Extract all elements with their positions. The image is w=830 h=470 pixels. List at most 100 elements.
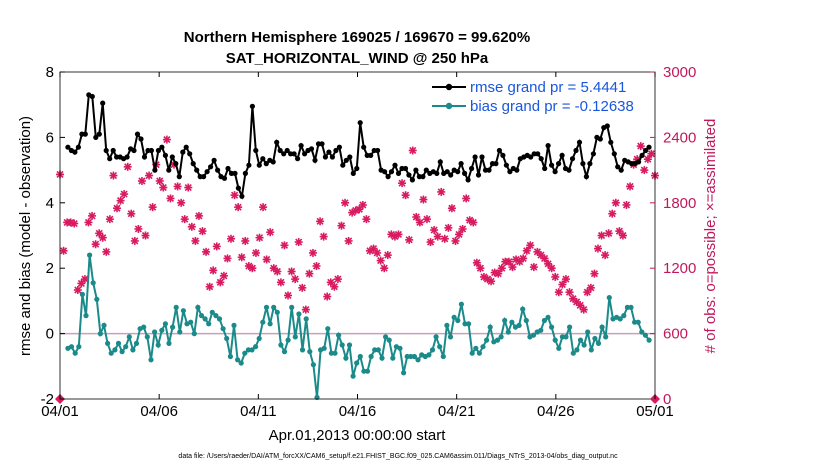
rmse-point	[82, 131, 88, 137]
obs-count-point	[209, 266, 218, 275]
bias-point	[231, 322, 237, 328]
axes: -2 0 2 4 6 8 0 600 1200 1800 2400 3000 04/01 04/06 04/…	[41, 64, 697, 420]
bias-point	[502, 317, 508, 324]
obs-count-point	[643, 155, 652, 164]
bias-point	[635, 319, 641, 325]
rmse-point	[388, 169, 395, 175]
rmse-point	[402, 165, 409, 172]
y-tick-label: 0	[46, 326, 54, 343]
bias-point	[159, 327, 165, 333]
bias-point	[476, 350, 482, 356]
rmse-point	[545, 143, 551, 149]
bias-point	[411, 353, 417, 360]
bias-point	[570, 350, 576, 356]
bias-point	[195, 304, 201, 310]
bias-point	[310, 362, 316, 368]
bias-point	[76, 344, 82, 350]
bias-point	[133, 340, 140, 346]
rmse-point	[566, 167, 572, 173]
obs-count-point	[615, 227, 624, 236]
rmse-point	[507, 169, 513, 175]
x-tick-label: 04/01	[41, 403, 79, 420]
rmse-point	[173, 161, 179, 167]
rmse-point	[65, 144, 71, 150]
bias-point	[202, 316, 208, 322]
y-right-tick-label: 0	[663, 391, 671, 408]
obs-count-point	[137, 177, 146, 185]
bias-point	[105, 340, 111, 346]
obs-count-point	[191, 236, 200, 245]
bias-point	[390, 355, 396, 361]
bias-point	[206, 321, 212, 327]
bias-point	[466, 321, 472, 327]
bias-point	[253, 344, 259, 350]
bias-point	[213, 313, 219, 319]
bias-point	[473, 345, 479, 351]
bias-point	[469, 350, 475, 356]
rmse-point	[281, 151, 287, 157]
bias-point	[375, 347, 381, 353]
chart-subtitle: SAT_HORIZONTAL_WIND @ 250 hPa	[226, 50, 489, 67]
bias-point	[321, 345, 327, 351]
obs-count-point	[141, 231, 150, 240]
y-right-tick-label: 2400	[663, 129, 696, 146]
obs-count-point	[80, 275, 89, 284]
obs-count-point	[73, 286, 82, 294]
x-tick-label: 04/16	[339, 403, 377, 420]
bias-point	[530, 332, 537, 338]
rmse-point	[155, 147, 161, 154]
bias-point	[484, 337, 490, 343]
obs-count-point	[476, 264, 485, 273]
rmse-point	[277, 147, 283, 154]
obs-count-point	[601, 251, 610, 260]
obs-count-point	[159, 183, 168, 192]
bias-point	[263, 304, 270, 310]
bias-point	[621, 313, 627, 319]
bias-point	[563, 334, 569, 340]
bias-point	[494, 337, 501, 343]
bias-point	[408, 353, 414, 360]
legend-marker	[445, 83, 453, 91]
bias-point	[357, 353, 363, 360]
rmse-point	[110, 147, 116, 154]
rmse-point	[580, 161, 586, 167]
rmse-point	[246, 162, 252, 168]
rmse-point	[72, 149, 78, 155]
bias-point	[509, 319, 515, 325]
bias-point	[397, 345, 403, 351]
rmse-point	[597, 136, 603, 142]
y-axis-label: rmse and bias (model - observation)	[17, 116, 34, 356]
obs-count-point	[376, 256, 385, 265]
rmse-point	[270, 159, 276, 165]
y-tick-label: 2	[46, 260, 54, 277]
bias-point	[256, 335, 262, 342]
obs-count-point	[433, 232, 442, 241]
rmse-point	[253, 147, 259, 154]
obs-count-point	[529, 263, 538, 272]
y-right-tick-label: 1800	[663, 195, 696, 212]
rmse-point	[208, 164, 214, 170]
rmse-point	[347, 154, 353, 160]
obs-count-point	[398, 179, 407, 188]
bias-point	[260, 319, 266, 325]
rmse-point	[639, 152, 645, 158]
bias-point	[119, 349, 125, 355]
x-tick-label: 05/01	[636, 403, 674, 420]
obs-count-point	[447, 204, 456, 213]
bias-point	[451, 314, 457, 320]
obs-count-point	[120, 190, 129, 199]
obs-count-point	[237, 253, 246, 262]
obs-count-point	[380, 264, 389, 273]
rmse-point	[333, 147, 339, 154]
bias-point	[603, 334, 609, 340]
bias-point	[364, 368, 371, 374]
bias-point	[556, 345, 562, 351]
rmse-point	[493, 161, 499, 167]
bias-point	[281, 349, 288, 355]
bias-point	[639, 329, 645, 335]
rmse-point	[587, 161, 593, 167]
bias-point	[595, 340, 602, 346]
obs-count-point	[472, 258, 481, 267]
obs-count-point	[626, 182, 635, 191]
bias-point	[429, 347, 436, 353]
